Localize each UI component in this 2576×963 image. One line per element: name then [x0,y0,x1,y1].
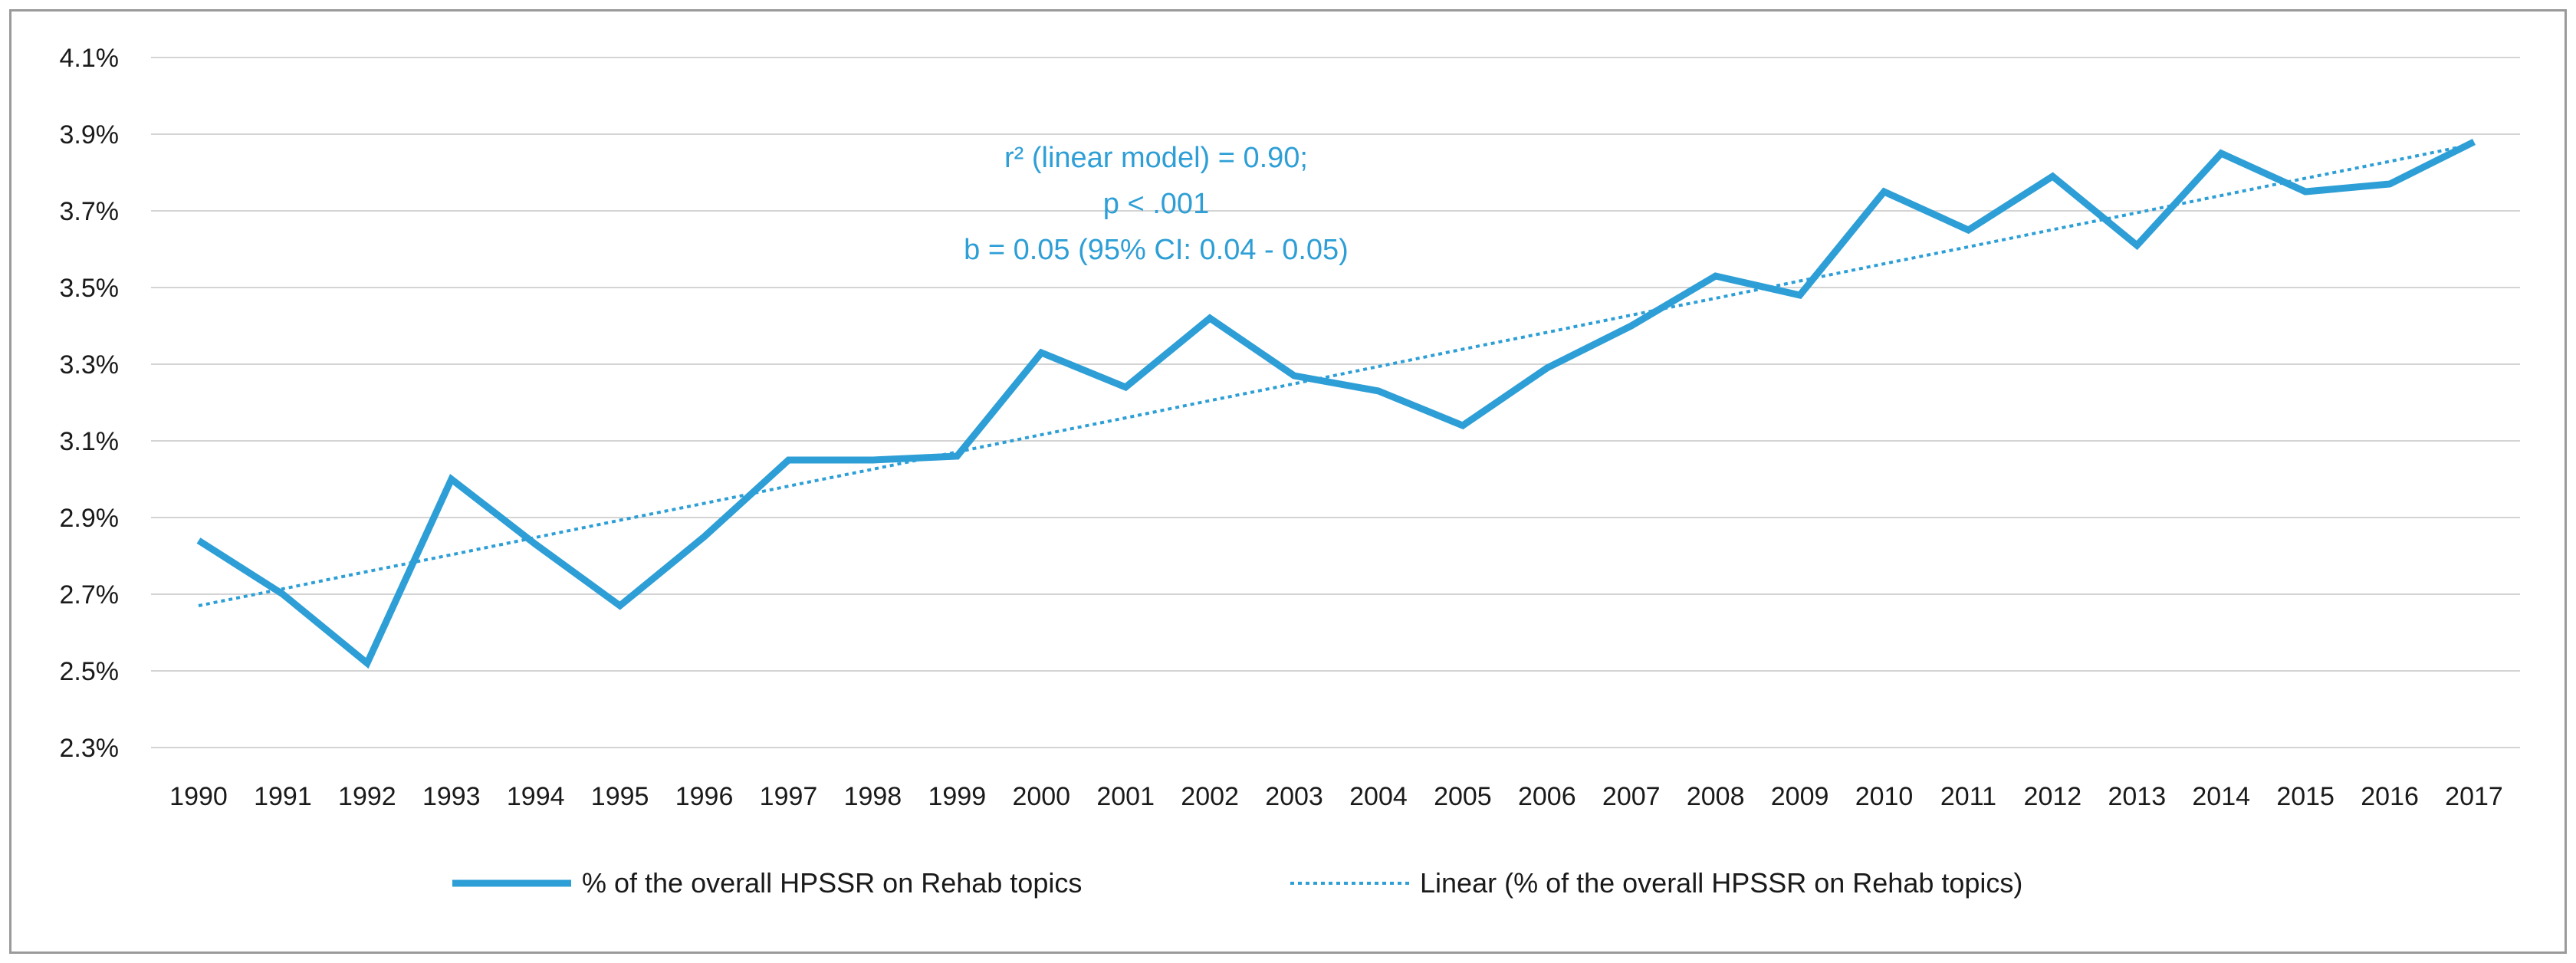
x-tick-label: 2001 [1096,782,1155,811]
chart-frame: 2.3% 2.5% 2.7% 2.9% 3.1% 3.3% 3.5% 3.7% 3.9% 4.1%… [9,9,2567,954]
x-tick-label: 2008 [1687,782,1745,811]
x-tick-label: 2012 [2024,782,2082,811]
x-tick-label: 2017 [2445,782,2503,811]
legend-label-solid: % of the overall HPSSR on Rehab topics [582,867,1082,899]
x-tick-label: 2000 [1012,782,1070,811]
x-tick-label: 2006 [1518,782,1576,811]
x-tick-label: 2013 [2108,782,2166,811]
x-tick-label: 1991 [254,782,312,811]
trendline-series [198,143,2475,607]
annotation-r2: r² (linear model) = 0.90; [1004,142,1308,174]
x-tick-label: 2010 [1855,782,1914,811]
y-tick-label: 3.3% [60,350,120,380]
legend-label-dotted: Linear (% of the overall HPSSR on Rehab … [1420,867,2022,899]
y-tick-label: 4.1% [60,44,120,73]
x-tick-label: 2011 [1940,782,1996,811]
y-tick-label: 2.3% [60,734,120,763]
x-tick-label: 1994 [507,782,565,811]
x-tick-label: 1992 [338,782,396,811]
x-tick-label: 2014 [2192,782,2250,811]
x-tick-label: 2015 [2276,782,2334,811]
y-tick-label: 3.5% [60,274,120,303]
y-tick-label: 3.1% [60,427,120,456]
regression-annotation: r² (linear model) = 0.90; p < .001 b = 0… [964,142,1349,266]
x-tick-label: 2009 [1771,782,1829,811]
x-tick-label: 1999 [928,782,987,811]
x-tick-label: 2004 [1349,782,1408,811]
x-tick-label: 2005 [1434,782,1492,811]
x-tick-label: 1997 [760,782,818,811]
data-series-line [196,138,2476,669]
line-chart: 2.3% 2.5% 2.7% 2.9% 3.1% 3.3% 3.5% 3.7% 3.9% 4.1%… [60,44,2520,899]
x-tick-label: 1993 [422,782,481,811]
annotation-b: b = 0.05 (95% CI: 0.04 - 0.05) [964,234,1349,266]
y-tick-label: 2.5% [60,657,120,686]
x-tick-label: 1996 [675,782,734,811]
x-tick-label: 1995 [591,782,649,811]
legend: % of the overall HPSSR on Rehab topics L… [452,867,2022,899]
gridlines [151,57,2520,748]
y-tick-label: 3.7% [60,197,120,226]
x-tick-label: 2007 [1602,782,1661,811]
series-lines [196,138,2476,669]
y-axis-ticks: 2.3% 2.5% 2.7% 2.9% 3.1% 3.3% 3.5% 3.7% 3.9% 4.1% [60,44,120,763]
y-tick-label: 3.9% [60,120,120,150]
x-tick-label: 1990 [169,782,228,811]
y-tick-label: 2.9% [60,504,120,533]
x-tick-label: 1998 [844,782,902,811]
x-tick-label: 2003 [1265,782,1323,811]
annotation-p: p < .001 [1103,188,1209,220]
y-tick-label: 2.7% [60,580,120,610]
x-tick-label: 2016 [2361,782,2419,811]
x-tick-label: 2002 [1181,782,1239,811]
x-axis-ticks: 1990 1991 1992 1993 1994 1995 1996 1997 1998 1999… [169,782,2503,811]
